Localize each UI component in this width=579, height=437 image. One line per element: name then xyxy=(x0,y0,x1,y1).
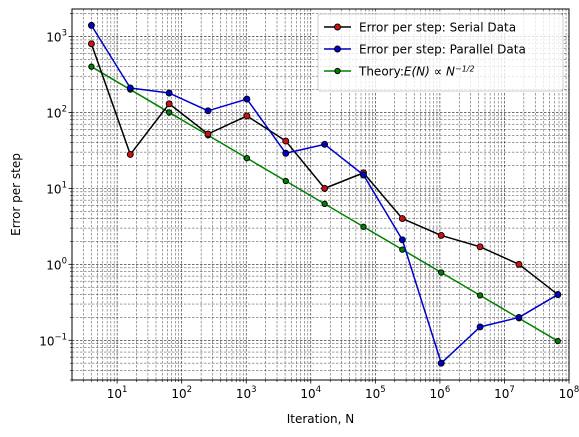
x-tick-label-base: 10 xyxy=(559,387,574,401)
data-point xyxy=(166,110,171,115)
x-tick-label-exp: 7 xyxy=(509,385,514,395)
x-tick-label: 108 xyxy=(559,385,579,401)
x-tick-label-base: 10 xyxy=(171,387,186,401)
data-point xyxy=(166,101,172,107)
legend-swatch-marker xyxy=(335,24,341,30)
x-tick-label-exp: 4 xyxy=(316,385,321,395)
data-point xyxy=(477,244,483,250)
y-tick-label-exp: 1 xyxy=(62,180,67,190)
data-point xyxy=(283,138,289,144)
data-point xyxy=(477,324,483,330)
data-point xyxy=(399,237,405,243)
data-point xyxy=(89,64,94,69)
data-point xyxy=(283,150,289,156)
y-tick-label: 103 xyxy=(46,28,67,44)
data-point xyxy=(516,261,522,267)
legend-label-parallel: Error per step: Parallel Data xyxy=(359,43,526,57)
y-tick-label: 100 xyxy=(46,256,67,272)
x-tick-label: 104 xyxy=(300,385,321,401)
x-tick-labels: 101 102 103 104 105 106 107 108 xyxy=(107,385,579,401)
x-tick-label-exp: 8 xyxy=(574,385,579,395)
legend: Error per step: Serial Data Error per st… xyxy=(318,14,563,91)
data-point xyxy=(322,141,328,147)
y-tick-label-base: 10 xyxy=(46,30,61,44)
x-tick-label: 105 xyxy=(365,385,386,401)
legend-label-serial: Error per step: Serial Data xyxy=(359,21,516,35)
y-tick-label-exp: 2 xyxy=(62,104,67,114)
data-point xyxy=(283,178,288,183)
data-point xyxy=(88,41,94,47)
data-point xyxy=(88,22,94,28)
y-tick-label: 10−1 xyxy=(39,332,67,348)
data-point xyxy=(166,90,172,96)
x-tick-label-base: 10 xyxy=(430,387,445,401)
data-point xyxy=(361,224,366,229)
y-tick-label-exp: 0 xyxy=(62,256,67,266)
y-axis-label: Error per step xyxy=(9,153,23,236)
data-point xyxy=(555,338,560,343)
data-point xyxy=(360,172,366,178)
data-point xyxy=(322,185,328,191)
x-tick-label: 106 xyxy=(430,385,451,401)
data-point xyxy=(205,108,211,114)
y-tick-label-exp: 3 xyxy=(62,28,67,38)
series-2 xyxy=(89,64,561,344)
data-point xyxy=(244,96,250,102)
legend-swatch-marker xyxy=(335,68,340,73)
y-tick-label-base: 10 xyxy=(46,106,61,120)
data-point xyxy=(244,113,250,119)
y-tick-label-base: 10 xyxy=(46,182,61,196)
data-point xyxy=(439,270,444,275)
data-point xyxy=(127,85,133,91)
legend-swatch-marker xyxy=(335,46,341,52)
data-point xyxy=(477,293,482,298)
x-tick-label: 107 xyxy=(494,385,515,401)
x-tick-label-base: 10 xyxy=(300,387,315,401)
data-point xyxy=(127,151,133,157)
x-tick-label: 102 xyxy=(171,385,192,401)
data-point xyxy=(399,216,405,222)
x-tick-label: 101 xyxy=(107,385,128,401)
x-axis-label: Iteration, N xyxy=(287,412,355,426)
x-tick-label-exp: 6 xyxy=(445,385,450,395)
y-tick-label-base: 10 xyxy=(39,334,54,348)
x-tick-label-base: 10 xyxy=(236,387,251,401)
x-tick-label-exp: 5 xyxy=(380,385,385,395)
y-tick-label-base: 10 xyxy=(46,258,61,272)
x-tick-label-base: 10 xyxy=(365,387,380,401)
data-point xyxy=(322,201,327,206)
data-point xyxy=(555,292,561,298)
x-tick-label-exp: 3 xyxy=(251,385,256,395)
data-point xyxy=(516,314,522,320)
y-tick-label: 101 xyxy=(46,180,67,196)
data-point xyxy=(244,155,249,160)
legend-theory-prefix: Theory: xyxy=(358,65,404,79)
x-tick-label-exp: 2 xyxy=(187,385,192,395)
x-tick-label-exp: 1 xyxy=(122,385,127,395)
data-point xyxy=(438,360,444,366)
x-tick-label-base: 10 xyxy=(107,387,122,401)
data-point xyxy=(205,131,211,137)
x-tick-label: 103 xyxy=(236,385,257,401)
legend-theory-sup: −1/2 xyxy=(455,64,475,73)
data-point xyxy=(438,232,444,238)
x-tick-label-base: 10 xyxy=(494,387,509,401)
y-tick-label: 102 xyxy=(46,104,67,120)
y-tick-label-exp: −1 xyxy=(54,332,67,342)
legend-theory-math: E(N) ∝ N xyxy=(404,65,455,79)
